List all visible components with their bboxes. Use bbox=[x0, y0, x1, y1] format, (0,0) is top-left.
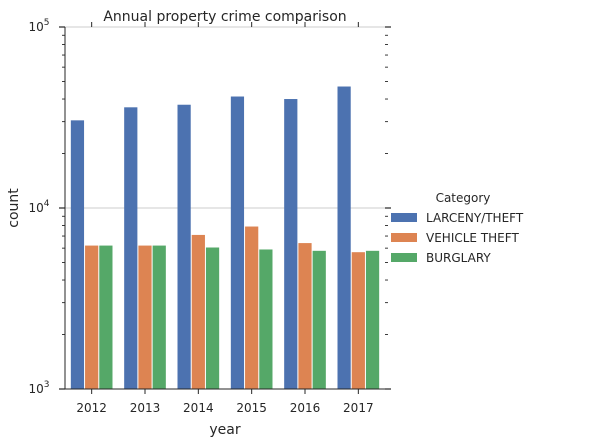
x-tick-label: 2012 bbox=[76, 401, 107, 415]
bar bbox=[230, 96, 245, 390]
bars bbox=[70, 86, 380, 390]
grid-lines bbox=[65, 26, 385, 390]
bar bbox=[351, 252, 365, 389]
bar bbox=[191, 234, 205, 389]
bar bbox=[298, 243, 312, 389]
y-axis-label: count bbox=[6, 188, 22, 228]
legend-swatch bbox=[391, 253, 417, 262]
bar bbox=[138, 245, 152, 389]
legend-label: BURGLARY bbox=[426, 251, 491, 265]
bar bbox=[85, 245, 99, 389]
bar bbox=[312, 250, 326, 389]
legend-title: Category bbox=[436, 191, 491, 205]
x-tick-label: 2016 bbox=[290, 401, 321, 415]
bar bbox=[337, 86, 351, 390]
bar bbox=[99, 245, 113, 389]
bar bbox=[365, 250, 380, 389]
bar bbox=[259, 249, 273, 389]
bar bbox=[284, 99, 298, 390]
bar bbox=[124, 107, 138, 389]
legend-swatch bbox=[391, 213, 417, 222]
x-tick-label: 2014 bbox=[183, 401, 214, 415]
y-tick-label: 104 bbox=[28, 199, 49, 215]
legend-label: LARCENY/THEFT bbox=[426, 211, 524, 225]
bar bbox=[245, 226, 259, 389]
y-tick-label: 105 bbox=[28, 18, 49, 34]
legend: Category LARCENY/THEFT VEHICLE THEFT BURGL… bbox=[391, 191, 524, 265]
bar bbox=[177, 104, 191, 390]
legend-label: VEHICLE THEFT bbox=[426, 231, 519, 245]
bar bbox=[205, 247, 220, 389]
x-axis-label: year bbox=[209, 422, 240, 438]
legend-swatch bbox=[391, 233, 417, 242]
x-tick-label: 2017 bbox=[343, 401, 374, 415]
x-tick-label: 2013 bbox=[130, 401, 161, 415]
bar bbox=[70, 120, 85, 389]
chart-title: Annual property crime comparison bbox=[103, 9, 346, 25]
y-tick-label: 103 bbox=[28, 380, 49, 396]
bar bbox=[152, 245, 166, 389]
x-tick-label: 2015 bbox=[236, 401, 267, 415]
axes: 2012 2013 2014 2015 2016 2017 103 104 105 bbox=[28, 18, 391, 415]
